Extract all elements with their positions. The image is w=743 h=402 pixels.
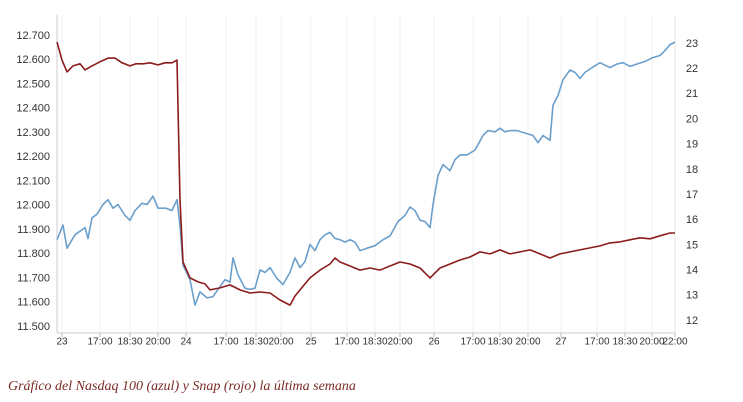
x-tick-label: 17:00 [213, 337, 238, 348]
series-line [56, 41, 675, 306]
x-tick-label: 18:30 [612, 337, 637, 348]
x-tick-label: 27 [555, 337, 567, 348]
y2-tick-label: 19 [686, 139, 698, 151]
y2-tick-label: 23 [686, 38, 698, 50]
x-tick-label: 18:30 [362, 337, 387, 348]
y-tick-label: 11.800 [17, 248, 50, 260]
y2-tick-label: 16 [686, 214, 698, 226]
x-tick-label: 20:00 [515, 337, 540, 348]
y2-tick-label: 20 [686, 113, 698, 125]
x-tick-label: 20:00 [145, 337, 170, 348]
y-tick-label: 11.900 [17, 224, 50, 236]
y-tick-label: 11.600 [17, 297, 50, 309]
x-tick-label: 25 [305, 337, 317, 348]
x-tick-label: 18:30 [243, 337, 268, 348]
x-tick-label: 20:00 [387, 337, 412, 348]
y-tick-label: 11.700 [17, 272, 50, 284]
y2-tick-label: 18 [686, 164, 698, 176]
y2-tick-label: 21 [686, 88, 698, 100]
y2-tick-label: 13 [686, 290, 698, 302]
y-tick-label: 12.000 [16, 200, 50, 212]
x-tick-label: 22:00 [662, 337, 687, 348]
y-tick-label: 12.300 [16, 127, 50, 139]
x-tick-label: 26 [428, 337, 440, 348]
x-tick-label: 18:30 [487, 337, 512, 348]
x-tick-label: 18:30 [117, 337, 142, 348]
y2-tick-label: 14 [686, 264, 698, 276]
y-tick-label: 12.700 [16, 30, 50, 42]
y-tick-label: 12.600 [16, 54, 50, 66]
x-tick-label: 17:00 [460, 337, 485, 348]
x-tick-label: 20:00 [268, 337, 293, 348]
x-tick-label: 24 [180, 337, 192, 348]
y-tick-label: 11.500 [17, 321, 50, 333]
x-tick-label: 17:00 [584, 337, 609, 348]
x-tick-label: 20:00 [639, 337, 664, 348]
y2-tick-label: 22 [686, 63, 698, 75]
y-tick-label: 12.100 [16, 175, 50, 187]
y-tick-label: 12.200 [16, 151, 50, 163]
x-tick-label: 17:00 [87, 337, 112, 348]
x-tick-label: 23 [56, 337, 68, 348]
series-line [56, 41, 676, 306]
x-tick-label: 17:00 [334, 337, 359, 348]
y2-tick-label: 12 [686, 315, 698, 327]
y2-tick-label: 15 [686, 239, 698, 251]
y-tick-label: 12.500 [16, 78, 50, 90]
caption: Gráfico del Nasdaq 100 (azul) y Snap (ro… [8, 379, 356, 394]
y-tick-label: 12.400 [16, 103, 50, 115]
y2-tick-label: 17 [686, 189, 698, 201]
